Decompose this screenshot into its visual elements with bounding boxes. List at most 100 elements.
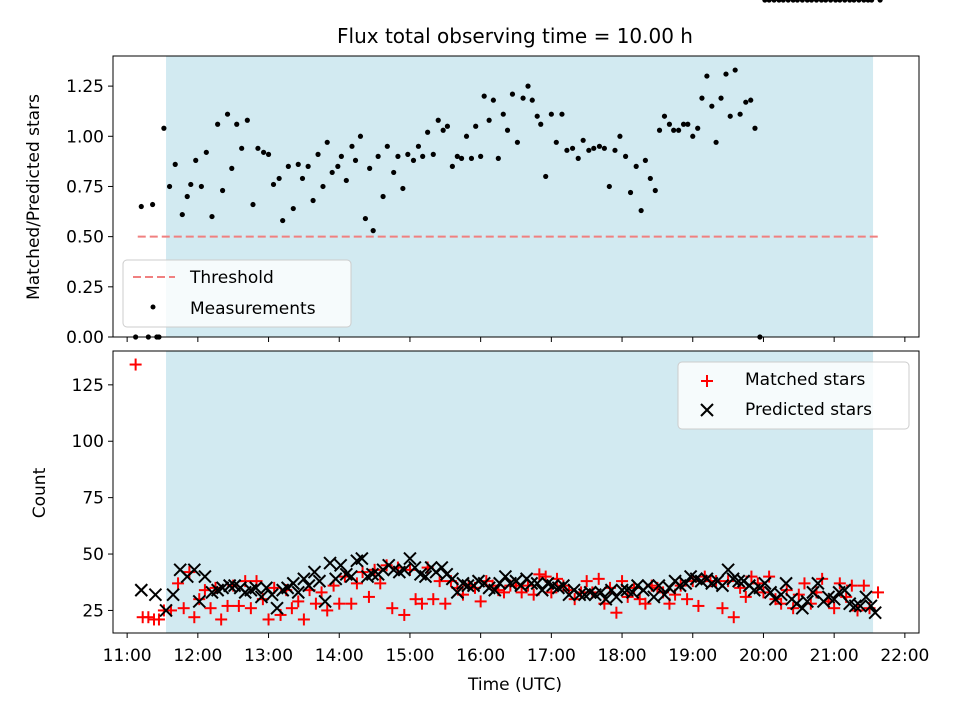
x-tick-label: 11:00 — [103, 646, 152, 666]
measurement-point — [193, 157, 199, 163]
predicted-star-point — [641, 578, 655, 593]
measurement-point — [400, 185, 406, 192]
measurement-point — [727, 113, 733, 119]
predicted-star-point — [678, 576, 693, 591]
predicted-star-point — [222, 578, 237, 593]
matched-star-point — [439, 597, 452, 610]
measurement-point — [504, 127, 511, 133]
predicted-star-point — [715, 578, 730, 593]
measurement-point — [224, 111, 231, 117]
measurement-point — [299, 175, 306, 182]
measurement-point — [785, 0, 791, 3]
predicted-star-point — [498, 569, 513, 584]
x-tick-label: 19:00 — [668, 646, 717, 666]
measurement-point — [543, 173, 549, 180]
measurement-point — [425, 129, 431, 135]
legend-predicted-swatch — [700, 403, 714, 417]
x-tick-label: 14:00 — [315, 646, 364, 666]
measurement-point — [633, 163, 639, 169]
measurement-point — [244, 117, 250, 123]
predicted-star-point — [827, 592, 841, 606]
predicted-star-point — [647, 590, 661, 604]
y-tick-label: 50 — [82, 545, 104, 565]
measurement-point — [596, 143, 603, 149]
measurement-point — [743, 99, 749, 105]
bottom-panel-frame — [112, 350, 920, 634]
measurement-point — [680, 121, 687, 127]
matched-star-point — [345, 597, 358, 610]
measurement-point — [430, 151, 436, 157]
measurement-point — [837, 0, 843, 3]
measurement-point — [481, 93, 487, 99]
measurement-point — [771, 0, 777, 3]
measurement-point — [215, 121, 221, 127]
predicted-star-point — [192, 594, 206, 609]
measurement-point — [352, 157, 359, 163]
predicted-star-point — [318, 594, 332, 609]
predicted-star-point — [800, 594, 814, 609]
measurement-point — [652, 187, 658, 194]
x-tick-label: 13:00 — [244, 646, 293, 666]
matched-star-point — [871, 586, 884, 599]
measurement-point — [380, 193, 386, 200]
bottom-panel: 25 50 75 100 125 11:00 12:00 13:00 14:00 15:00 16… — [30, 350, 929, 695]
measurement-point — [172, 161, 178, 167]
measurement-point — [622, 153, 629, 159]
measurement-point — [463, 133, 470, 139]
predicted-star-point — [853, 599, 868, 613]
matched-star-point — [204, 602, 217, 615]
predicted-star-point — [763, 585, 778, 600]
measurement-point — [804, 0, 810, 3]
measurement-point — [832, 0, 839, 3]
y-tick-label: 125 — [72, 376, 104, 396]
legend-threshold-label: Threshold — [189, 268, 274, 288]
predicted-star-point — [445, 572, 460, 586]
top-y-axis-label: Matched/Predicted stars — [24, 94, 44, 300]
measurement-point — [813, 0, 820, 3]
measurement-point — [255, 145, 261, 151]
y-tick-label: 0.25 — [66, 278, 104, 298]
predicted-star-point — [732, 574, 746, 588]
measurement-point — [509, 91, 516, 97]
top-panel: 0.00 0.25 0.50 0.75 1.00 1.25 Matched/Predict… — [24, 0, 920, 348]
matched-star-point — [433, 575, 446, 588]
predicted-star-point — [758, 576, 772, 591]
matched-star-point — [851, 604, 864, 617]
measurement-point — [444, 123, 451, 129]
measurement-point — [329, 169, 335, 176]
predicted-star-point — [859, 590, 873, 604]
matched-star-point — [333, 597, 346, 610]
predicted-star-point — [344, 569, 358, 584]
matched-star-point — [292, 595, 305, 608]
measurement-point — [656, 127, 663, 133]
measurement-point — [525, 83, 531, 89]
measurement-point — [370, 228, 376, 234]
measurement-point — [149, 201, 156, 208]
predicted-star-point — [297, 572, 311, 586]
measurement-point — [276, 175, 282, 182]
predicted-star-point — [249, 581, 263, 595]
bottom-y-axis-label: Count — [30, 467, 50, 518]
predicted-star-point — [806, 585, 820, 600]
measurement-point — [198, 183, 204, 190]
predicted-star-point — [524, 576, 539, 591]
predicted-star-point — [323, 556, 337, 570]
measurement-point — [285, 163, 291, 169]
y-tick-label: 0.75 — [66, 177, 104, 197]
measurement-point — [666, 121, 673, 127]
matched-star-point — [188, 611, 201, 624]
predicted-star-point — [365, 567, 380, 582]
measurement-point — [229, 165, 235, 171]
measurement-point — [695, 125, 701, 131]
y-tick-label: 1.25 — [66, 77, 104, 97]
matched-star-point — [309, 597, 322, 610]
measurement-point — [138, 203, 144, 210]
measurement-point — [580, 137, 586, 143]
measurement-point — [647, 175, 653, 182]
x-tick-label: 18:00 — [598, 646, 647, 666]
measurement-point — [188, 181, 194, 188]
predicted-star-point — [286, 576, 300, 591]
top-x-axis — [126, 337, 906, 342]
matched-star-point — [610, 606, 623, 619]
measurement-point — [435, 117, 441, 123]
